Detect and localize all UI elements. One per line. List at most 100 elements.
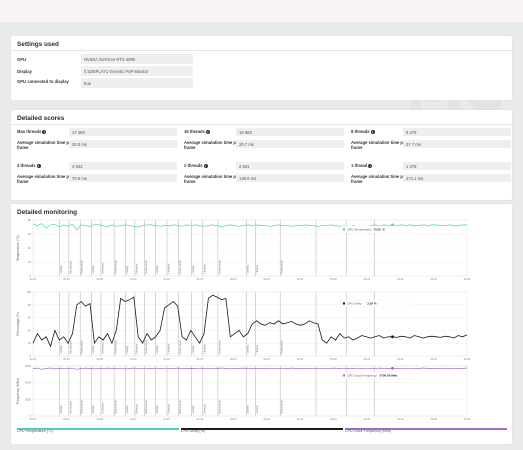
score-sublabel: Average simulation time per frame [17, 140, 73, 150]
legend-bar-freq[interactable] [345, 428, 507, 430]
x-tick-label: 03:40 [397, 357, 404, 361]
phase-marker-label: Saving result [81, 260, 84, 274]
y-tick-label: 40 [28, 328, 32, 332]
phase-marker-label: Saving result [218, 400, 221, 414]
phase-marker-label: 1 thread [256, 345, 259, 354]
x-tick-label: 03:20 [364, 357, 371, 361]
x-tick-label: 02:40 [297, 277, 304, 281]
x-tick-label: 03:20 [364, 417, 371, 421]
score-label: 4 threads i [17, 163, 41, 168]
phase-marker-label: Loading [192, 265, 195, 274]
x-tick-label: 04:00 [430, 357, 437, 361]
phase-marker-label: 16 threads [101, 402, 104, 414]
readout-point [391, 223, 394, 227]
phase-marker-label: Loading [60, 265, 63, 274]
readout-value: 5756.00 MHz [380, 374, 398, 378]
series-line [32, 223, 467, 231]
score-subvalue: 37.7 ms [403, 140, 511, 148]
x-tick-label: 02:20 [263, 277, 270, 281]
y-tick-label: 0 [29, 274, 31, 278]
y-tick-label: 60 [28, 232, 32, 236]
score-value: 17 486 [69, 128, 177, 136]
series-line [32, 367, 468, 370]
monitoring-card: Detailed monitoring 80 60 40 20 0 Temperature… [11, 204, 512, 444]
phase-marker-label: 1 thread [256, 265, 259, 274]
phase-marker-label: Loading [192, 405, 195, 414]
info-icon[interactable]: i [42, 129, 47, 134]
y-tick-label: 80 [28, 218, 32, 222]
x-tick-label: 04:00 [430, 417, 437, 421]
phase-marker-label: Saving result [115, 260, 118, 274]
x-tick-label: 04:20 [464, 357, 471, 361]
info-icon[interactable]: i [368, 163, 373, 168]
top-band [0, 0, 523, 22]
x-tick-label: 03:20 [364, 277, 371, 281]
score-sublabel: Average simulation time per frame [184, 140, 240, 150]
x-tick-label: 00:00 [30, 277, 37, 281]
score-value: 16 893 [236, 128, 344, 136]
info-icon[interactable]: i [205, 129, 210, 134]
phase-marker-label: Saving result [179, 340, 182, 354]
phase-marker-label: Saving result [145, 260, 148, 274]
phase-marker-label: Loading [60, 405, 63, 414]
x-tick-label: 01:00 [130, 417, 137, 421]
score-subvalue: 20.0 ms [69, 140, 177, 148]
phase-marker-label: Saving result [81, 400, 84, 414]
y-tick-label: 20 [28, 341, 32, 345]
phase-marker-label: Loading [92, 405, 95, 414]
score-subvalue: 139.9 ms [236, 174, 344, 182]
info-icon[interactable]: i [370, 129, 375, 134]
readout-box [340, 225, 412, 234]
x-tick-label: 00:20 [63, 417, 70, 421]
settings-title: Settings used [17, 41, 59, 48]
score-value: 2 501 [236, 162, 344, 170]
score-value: 4 933 [69, 162, 177, 170]
readout-point [391, 335, 394, 339]
score-label: 1 thread i [351, 163, 373, 168]
settings-value: NVIDIA GeForce RTX 4090 [81, 54, 193, 64]
phase-marker-label: Loading [247, 265, 250, 274]
score-value: 9 275 [403, 128, 511, 136]
phase-marker-label: Saving result [115, 400, 118, 414]
phase-marker-label: 8 threads [135, 403, 138, 414]
legend-label-freq: CPU Clock Frequency (MHz) [345, 429, 392, 433]
x-tick-label: 00:40 [97, 357, 104, 361]
phase-marker-label: Loading [192, 345, 195, 354]
phase-marker-label: Loading [126, 405, 129, 414]
phase-marker-label: Loading [156, 345, 159, 354]
x-tick-label: 02:00 [230, 357, 237, 361]
y-tick-label: 4000 [25, 381, 32, 385]
info-icon[interactable]: i [203, 163, 208, 168]
phase-marker-label: Saving result [218, 340, 221, 354]
legend-label-temp: CPU Temperature (°C) [17, 429, 54, 433]
info-icon[interactable]: i [36, 163, 41, 168]
x-tick-label: 04:20 [464, 277, 471, 281]
settings-label: GPU connected to display [17, 79, 69, 84]
y-axis-label: Frequency (MHz) [16, 378, 20, 404]
x-tick-label: 02:40 [297, 417, 304, 421]
readout-value: 73.25 °C [373, 228, 386, 232]
y-axis-label: Temperature (°C) [16, 235, 20, 261]
phase-marker-label: 8 threads [135, 263, 138, 274]
x-tick-label: 01:20 [163, 357, 170, 361]
x-tick-label: 01:40 [197, 277, 204, 281]
readout-value: 3.35 % [367, 302, 377, 306]
readout-swatch [342, 374, 346, 377]
score-subvalue: 20.7 ms [236, 140, 344, 148]
readout-label: CPU Temperature: [347, 228, 372, 232]
phase-marker-label: Saving result [179, 400, 182, 414]
x-tick-label: 03:00 [330, 277, 337, 281]
readout-point [391, 366, 394, 370]
phase-marker-label: 4 threads [167, 343, 170, 354]
x-tick-label: 01:40 [197, 357, 204, 361]
score-sublabel: Average simulation time per frame [351, 174, 407, 184]
x-tick-label: 02:20 [263, 357, 270, 361]
legend-bar-temp[interactable] [17, 428, 179, 430]
y-tick-label: 20 [28, 260, 32, 264]
x-tick-label: 04:00 [430, 277, 437, 281]
x-tick-label: 01:40 [197, 417, 204, 421]
legend-bar-util[interactable] [181, 428, 343, 430]
score-sublabel: Average simulation time per frame [17, 174, 73, 184]
phase-marker-label: 2 threads [203, 263, 206, 274]
settings-label: Display [17, 69, 32, 74]
